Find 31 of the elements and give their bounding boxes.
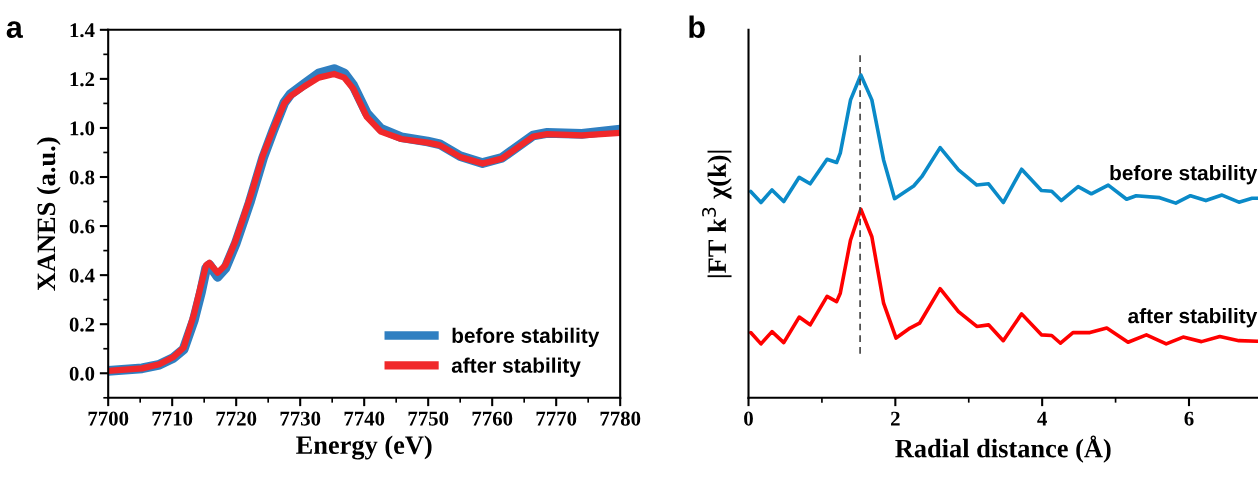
x-tick-label: 7740 [344,411,385,426]
x-tick-label: 0 [744,411,753,426]
y-tick-label: 1.4 [70,23,95,38]
x-tick-label: 7730 [280,411,321,426]
legend-label: after stability [451,357,581,377]
y-tick-label: 1.2 [70,72,95,87]
x-tick-label: 2 [891,411,900,426]
x-tick-label: 7770 [536,411,577,426]
x-tick-label: 7700 [88,411,129,426]
chart-title: a [6,21,23,39]
series-label: before stability [1110,165,1258,185]
y-tick-label: 0.2 [69,317,95,332]
x-tick-label: 6 [1184,411,1194,426]
series-label: after stability [1128,307,1258,328]
x-axis-title: Radial distance (Å) [895,435,1111,463]
y-tick-label: 1.0 [70,121,95,136]
x-tick-label: 4 [1037,411,1047,426]
y-tick-label: 0.6 [69,219,95,234]
x-tick-label: 7750 [408,411,449,426]
y-tick-label: 0.4 [69,268,95,283]
y-axis-title: |FT k$^{3}$ χ(k)| [702,150,732,278]
legend-label: before stability [452,327,600,348]
y-tick-label: 0.8 [69,170,95,185]
x-tick-label: 7710 [152,411,193,426]
x-tick-label: 7780 [600,411,641,426]
x-tick-label: 7760 [472,411,513,426]
x-tick-label: 7720 [216,411,257,426]
x-axis-title: Energy (eV) [296,435,432,460]
y-axis-title: XANES (a.u.) [36,137,61,291]
chart-title: b [689,15,705,39]
y-tick-label: 0.0 [69,366,95,381]
